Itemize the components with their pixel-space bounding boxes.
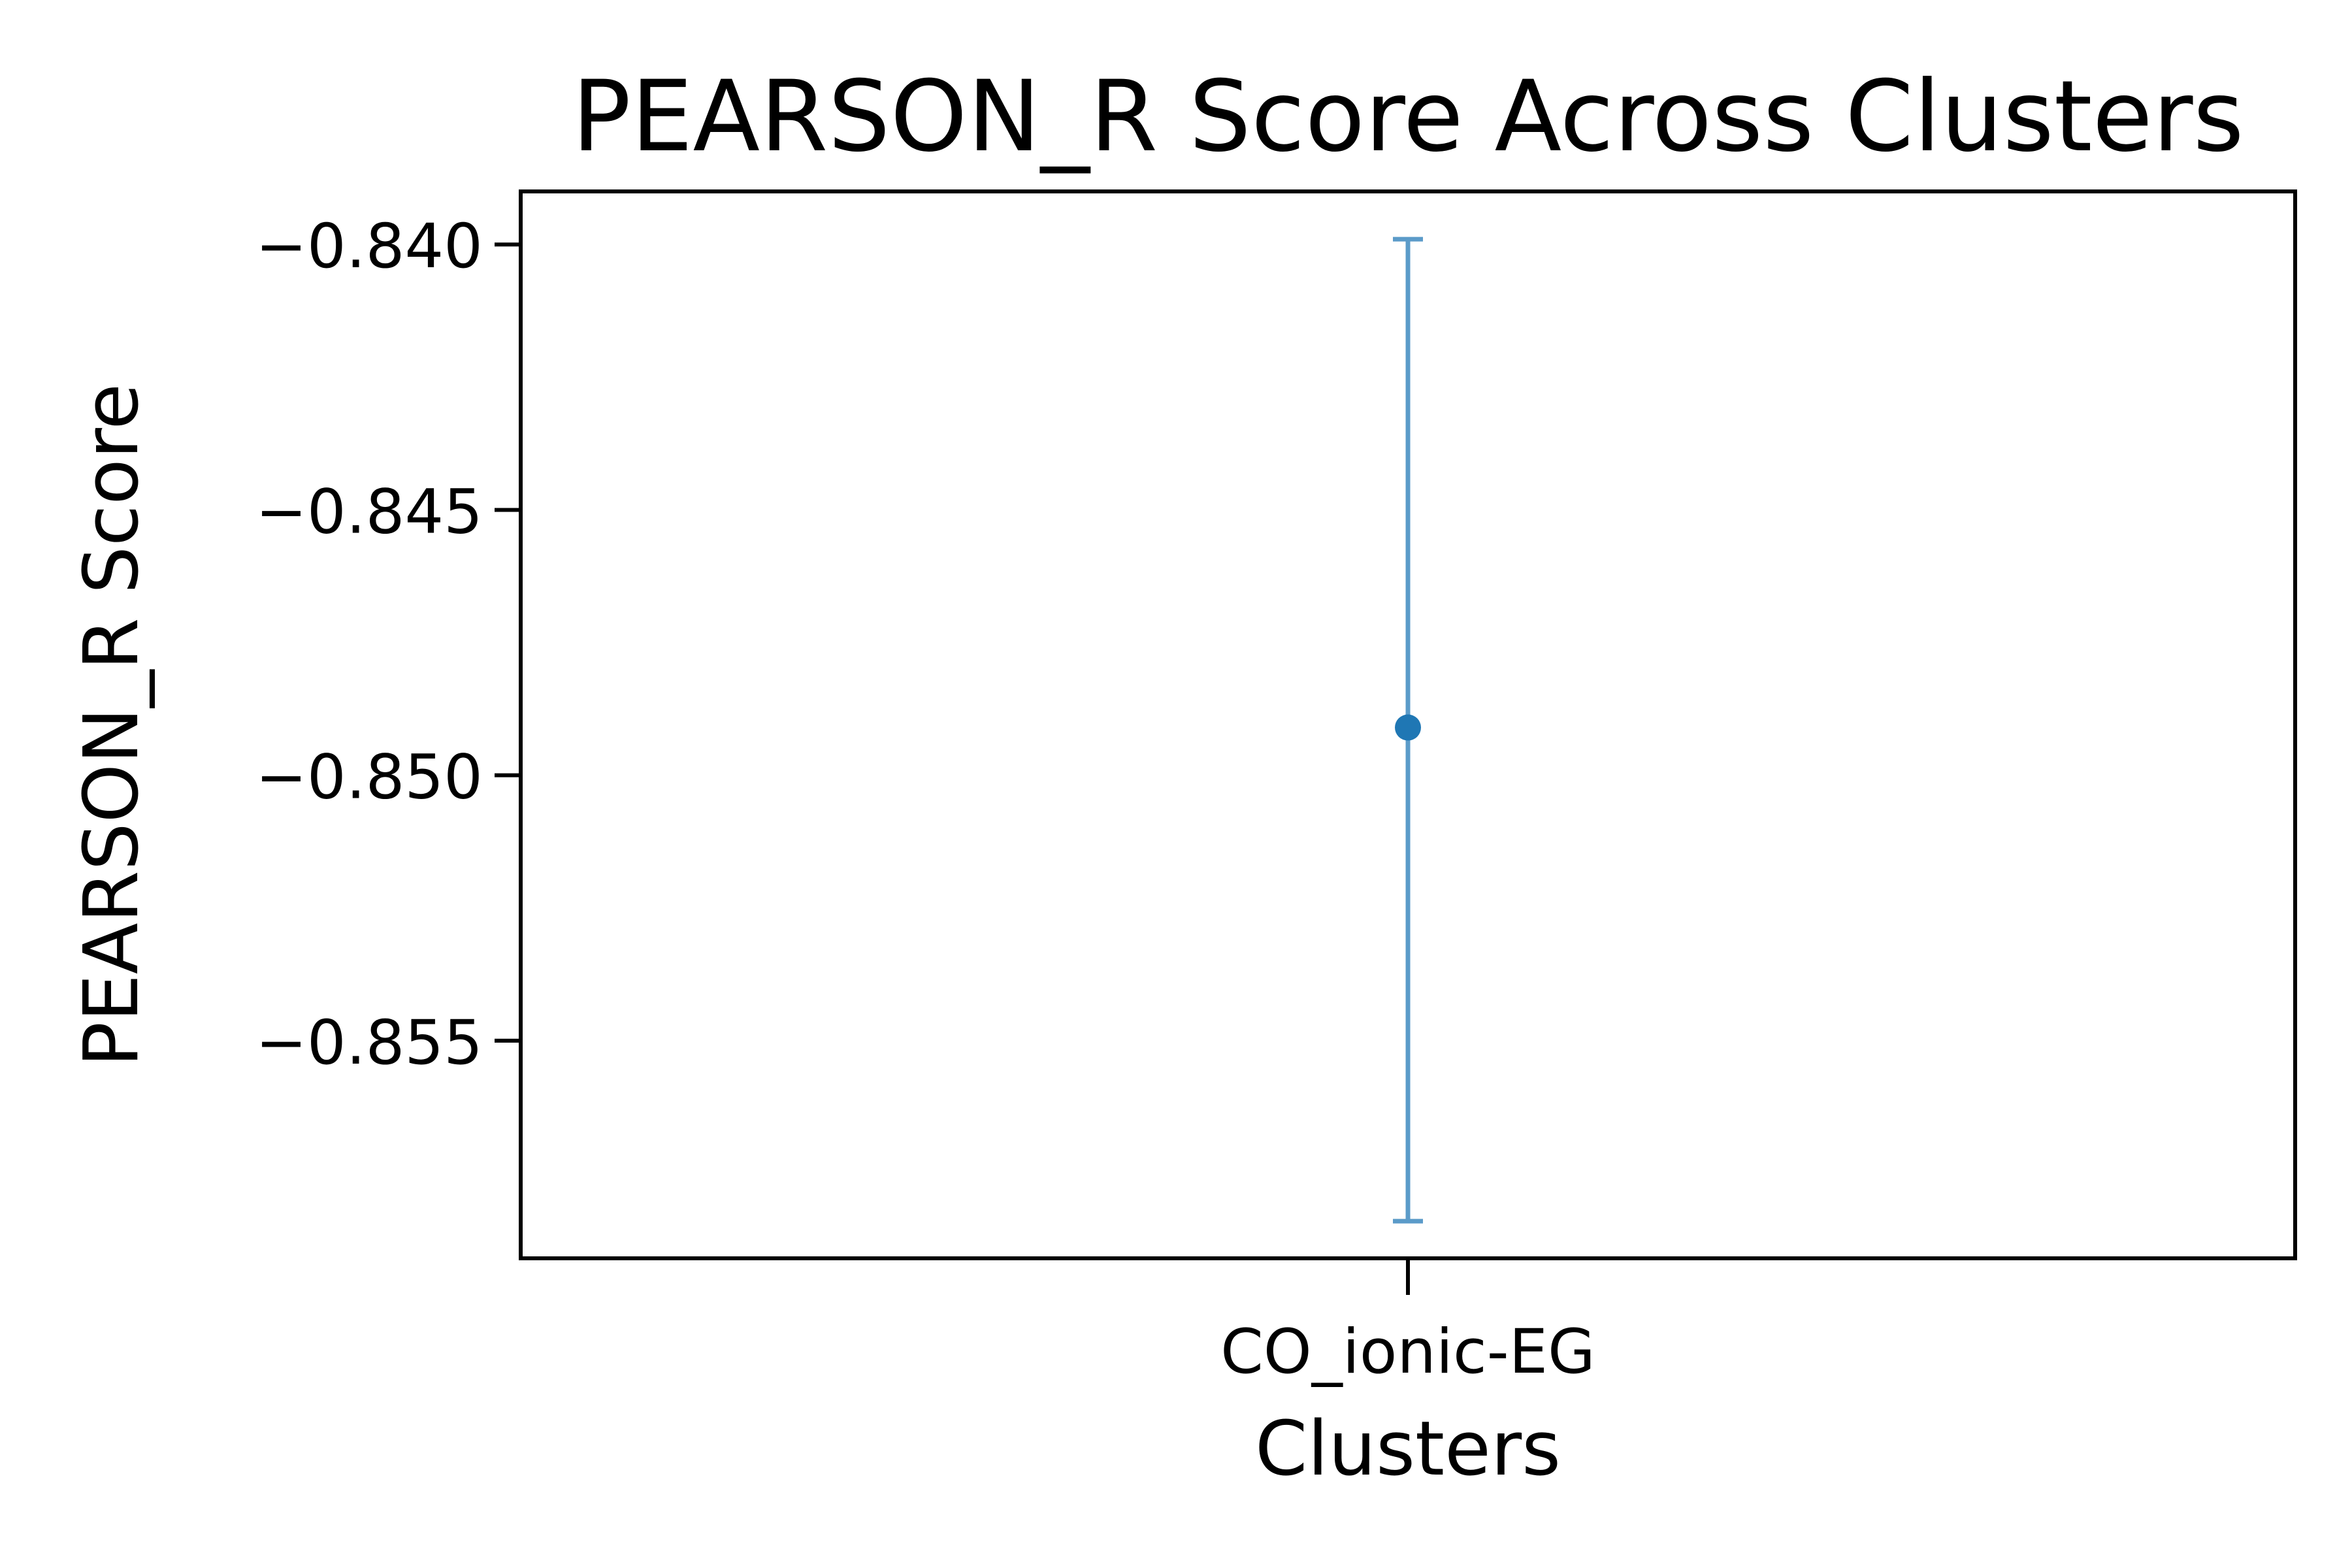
y-axis-label: PEARSON_R Score — [68, 384, 155, 1067]
data-marks — [1393, 237, 1423, 1224]
data-point — [1395, 714, 1421, 741]
y-tick-label: −0.850 — [255, 742, 483, 813]
y-tick-label: −0.840 — [255, 211, 483, 282]
y-tick-label: −0.855 — [255, 1007, 483, 1079]
y-axis: −0.840 −0.845 −0.850 −0.855 — [255, 211, 521, 1079]
chart-title: PEARSON_R Score Across Clusters — [572, 60, 2244, 174]
x-tick-label: CO_ionic-EG — [1220, 1316, 1595, 1388]
y-tick-label: −0.845 — [255, 476, 483, 547]
plot-area: −0.840 −0.845 −0.850 −0.855 CO_ionic-EG — [255, 189, 2297, 1388]
x-axis: CO_ionic-EG — [1220, 1258, 1595, 1388]
x-axis-label: Clusters — [1255, 1405, 1561, 1493]
